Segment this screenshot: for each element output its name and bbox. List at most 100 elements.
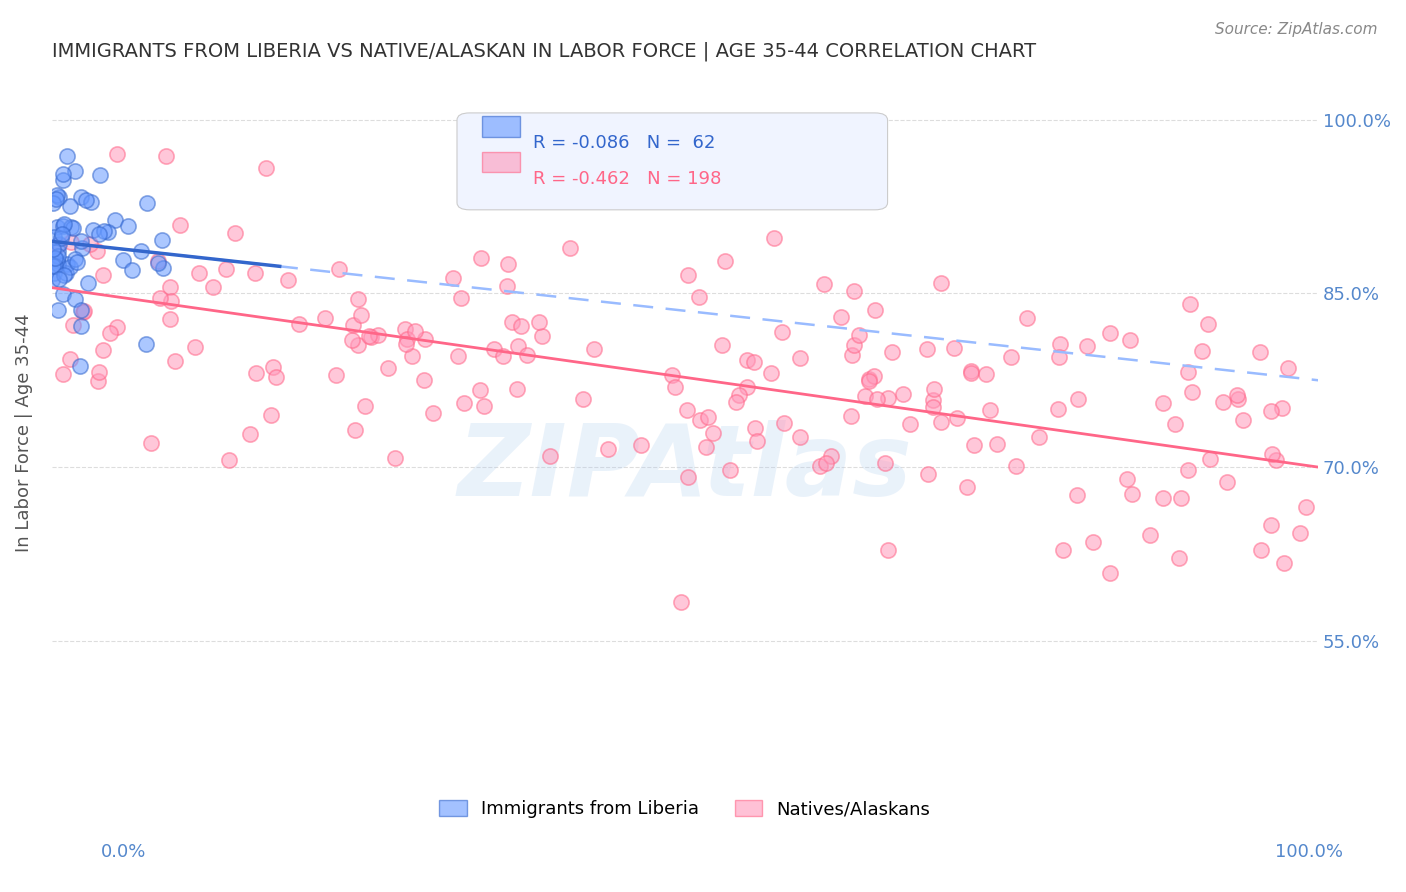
Point: [357, 329, 380, 343]
Point: [711, 337, 734, 351]
Point: [866, 392, 889, 407]
Point: [1116, 472, 1139, 486]
Point: [59, 260, 82, 274]
Point: [262, 360, 284, 375]
Point: [762, 231, 785, 245]
Point: [496, 256, 519, 270]
Point: [288, 317, 311, 331]
Point: [62, 221, 84, 235]
Point: [52, 367, 75, 381]
FancyBboxPatch shape: [457, 113, 887, 210]
Point: [1272, 556, 1295, 570]
Point: [929, 415, 952, 429]
Point: [129, 244, 152, 258]
Point: [915, 342, 938, 356]
Point: [1066, 392, 1088, 406]
Point: [924, 382, 946, 396]
Point: [702, 426, 724, 441]
Point: [713, 254, 735, 268]
Point: [117, 219, 139, 233]
Point: [671, 595, 693, 609]
Point: [1076, 338, 1098, 352]
Point: [1052, 542, 1074, 557]
Point: [678, 268, 700, 283]
Point: [360, 330, 382, 344]
Point: [496, 279, 519, 293]
Point: [152, 260, 174, 275]
Point: [808, 459, 831, 474]
Point: [974, 367, 997, 381]
Point: [664, 380, 686, 394]
Point: [1295, 500, 1317, 514]
Point: [1118, 333, 1140, 347]
Point: [735, 352, 758, 367]
Text: R = -0.462   N = 198: R = -0.462 N = 198: [533, 170, 721, 188]
Point: [73, 304, 96, 318]
Point: [501, 315, 523, 329]
Point: [159, 280, 181, 294]
Point: [93, 268, 115, 283]
Point: [46, 252, 69, 267]
Point: [678, 470, 700, 484]
Point: [1260, 403, 1282, 417]
Point: [735, 380, 758, 394]
Point: [689, 413, 711, 427]
Point: [530, 328, 553, 343]
Point: [245, 367, 267, 381]
Point: [394, 321, 416, 335]
Point: [41, 273, 63, 287]
Legend: Immigrants from Liberia, Natives/Alaskans: Immigrants from Liberia, Natives/Alaskan…: [432, 793, 938, 825]
Point: [1232, 413, 1254, 427]
Point: [1015, 311, 1038, 326]
Point: [44, 251, 66, 265]
Point: [422, 406, 444, 420]
Point: [46, 249, 69, 263]
Point: [830, 310, 852, 325]
Point: [1249, 345, 1271, 359]
Point: [66, 255, 89, 269]
Point: [347, 292, 370, 306]
Point: [91, 343, 114, 357]
Point: [945, 411, 967, 425]
Point: [148, 254, 170, 268]
Point: [69, 359, 91, 373]
Point: [898, 417, 921, 431]
Point: [1152, 395, 1174, 409]
Point: [82, 223, 104, 237]
Point: [963, 438, 986, 452]
Point: [215, 261, 238, 276]
Point: [86, 244, 108, 258]
Point: [770, 325, 793, 339]
Point: [87, 366, 110, 380]
Point: [482, 342, 505, 356]
Point: [159, 294, 181, 309]
Point: [931, 277, 953, 291]
Point: [858, 371, 880, 385]
Point: [63, 164, 86, 178]
Point: [470, 251, 492, 265]
Point: [328, 262, 350, 277]
Point: [922, 392, 945, 407]
Point: [105, 320, 128, 334]
Text: 0.0%: 0.0%: [101, 843, 146, 861]
Point: [89, 169, 111, 183]
Point: [395, 337, 418, 351]
Point: [468, 383, 491, 397]
Point: [239, 427, 262, 442]
Point: [1098, 566, 1121, 581]
Point: [744, 421, 766, 435]
Point: [56, 149, 79, 163]
Point: [53, 217, 76, 231]
Point: [880, 344, 903, 359]
Point: [60, 219, 83, 234]
Point: [97, 225, 120, 239]
Point: [1178, 296, 1201, 310]
Point: [45, 188, 67, 202]
Point: [46, 302, 69, 317]
Point: [1226, 388, 1249, 402]
Point: [1000, 351, 1022, 365]
Point: [224, 226, 246, 240]
Point: [842, 284, 865, 298]
Point: [979, 403, 1001, 417]
Point: [506, 382, 529, 396]
